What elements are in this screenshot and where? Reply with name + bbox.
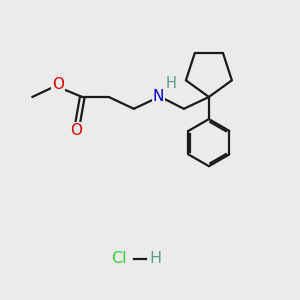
Text: Cl: Cl — [111, 251, 127, 266]
Text: H: H — [166, 76, 177, 91]
Text: O: O — [70, 123, 83, 138]
Text: O: O — [52, 77, 64, 92]
Text: H: H — [149, 251, 161, 266]
Text: N: N — [153, 89, 164, 104]
